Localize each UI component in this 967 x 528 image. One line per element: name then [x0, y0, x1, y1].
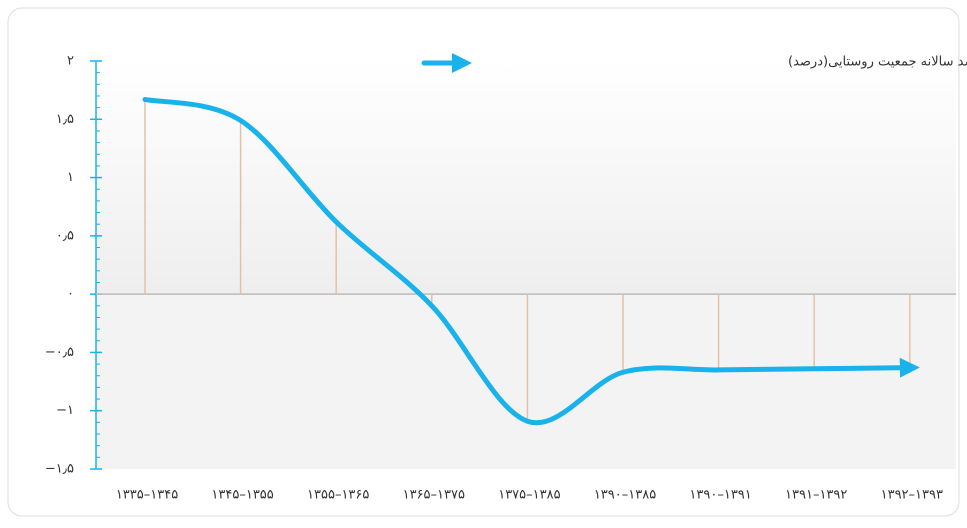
x-tick-label: ۱۳۹۰–۱۳۹۱: [689, 488, 751, 503]
x-tick-label: ۱۳۴۵–۱۳۵۵: [211, 488, 273, 503]
x-tick-label: ۱۳۷۵–۱۳۸۵: [498, 488, 560, 503]
series-line: [142, 96, 920, 426]
legend-label: متوسط رشد سالانه جمعیت روستایی(درصد): [788, 55, 967, 70]
y-tick-label: −۱: [56, 403, 74, 418]
x-tick-label: ۱۳۹۲–۱۳۹۳: [881, 488, 943, 503]
x-tick-label: ۱۳۶۵–۱۳۷۵: [403, 488, 465, 503]
y-tick-label: −۱٫۵: [45, 462, 74, 477]
y-tick-label: ۱: [67, 170, 74, 185]
y-tick-label: ۱٫۵: [56, 112, 74, 127]
x-tick-label: ۱۳۹۰–۱۳۸۵: [594, 488, 656, 503]
y-tick-label: ۰٫۵: [56, 228, 74, 243]
plot-background: [96, 294, 956, 469]
x-tick-label: ۱۳۹۱–۱۳۹۲: [785, 488, 847, 503]
plot-background: [96, 61, 956, 295]
y-tick-label: ۲: [67, 54, 74, 69]
x-tick-label: ۱۳۳۵–۱۳۴۵: [116, 488, 178, 503]
x-tick-label: ۱۳۵۵–۱۳۶۵: [307, 488, 369, 503]
y-tick-label: −۰٫۵: [45, 345, 74, 360]
y-tick-label: ۰: [67, 287, 74, 302]
